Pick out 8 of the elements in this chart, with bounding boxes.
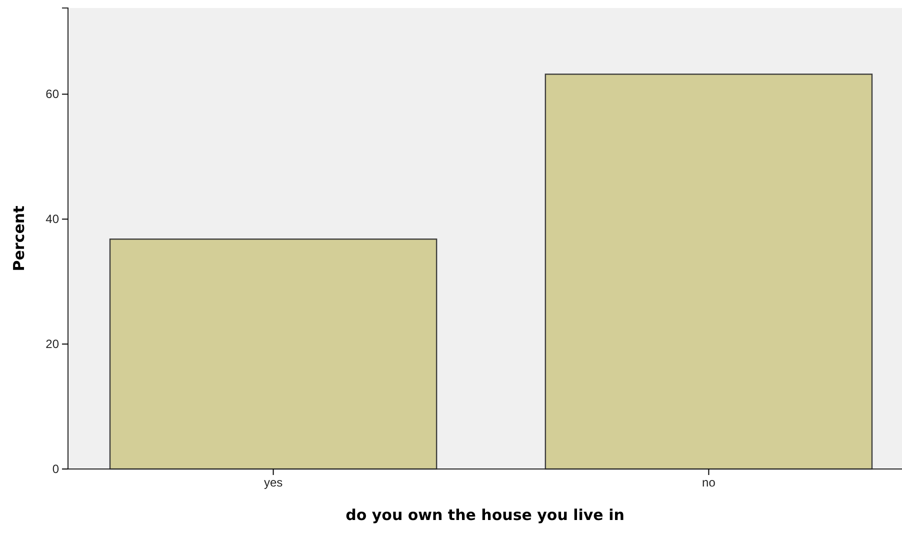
y-tick-label: 20	[46, 336, 60, 351]
y-tick-label: 60	[46, 87, 60, 102]
y-tick-label: 0	[52, 462, 60, 476]
x-axis-title: do you own the house you live in	[346, 506, 624, 524]
y-tick-label: 40	[46, 212, 60, 226]
x-tick-label: yes	[264, 476, 283, 490]
x-tick-label: no	[702, 476, 716, 490]
y-axis-title: Percent	[10, 206, 28, 272]
